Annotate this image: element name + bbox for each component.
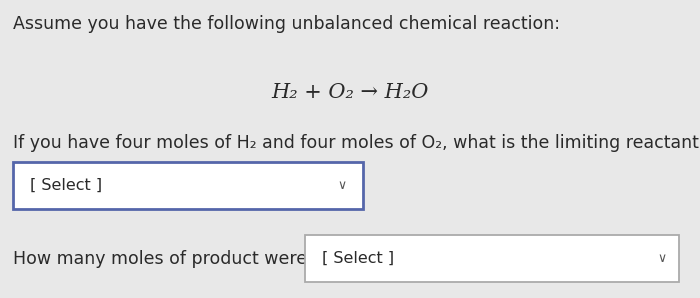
Text: ∨: ∨ [337,179,346,192]
Text: [ Select ]: [ Select ] [322,251,394,266]
Text: [ Select ]: [ Select ] [30,178,102,193]
FancyBboxPatch shape [304,235,679,282]
Text: If you have four moles of H₂ and four moles of O₂, what is the limiting reactant: If you have four moles of H₂ and four mo… [13,134,700,152]
Text: H₂ + O₂ → H₂O: H₂ + O₂ → H₂O [272,83,428,103]
FancyBboxPatch shape [13,162,363,209]
Text: How many moles of product were formed?: How many moles of product were formed? [13,249,384,268]
Text: Assume you have the following unbalanced chemical reaction:: Assume you have the following unbalanced… [13,15,559,33]
Text: ∨: ∨ [657,252,666,265]
